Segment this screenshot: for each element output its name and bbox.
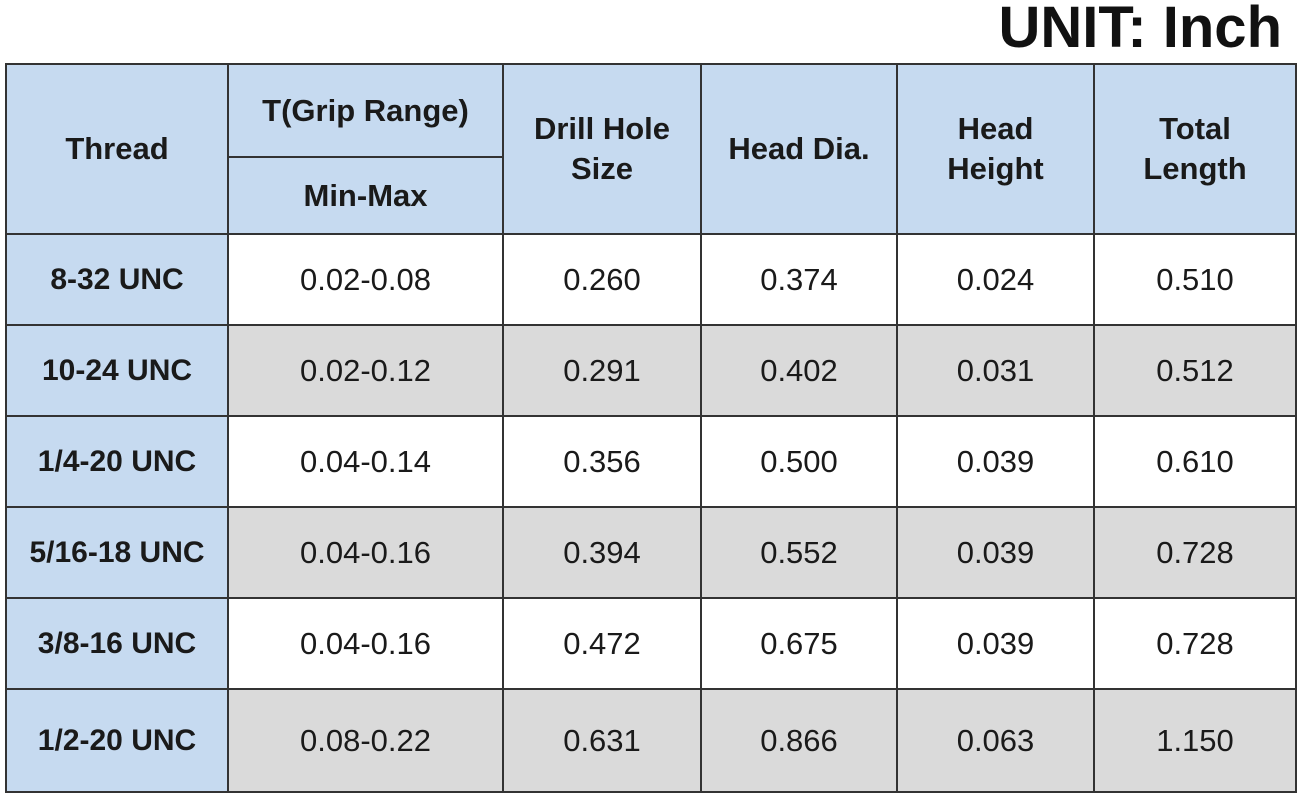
header-cell: Min-Max	[227, 156, 504, 235]
value-cell: 0.039	[896, 597, 1095, 690]
value-cell: 0.472	[502, 597, 702, 690]
table-row: 5/16-18 UNC 0.04-0.16 0.394 0.552 0.039 0.728	[5, 506, 1297, 599]
header-text: Drill Hole Size	[533, 111, 671, 186]
header-cell: Head Height	[896, 63, 1095, 235]
header-cell: T(Grip Range)	[227, 63, 504, 158]
table-row: 8-32 UNC 0.02-0.08 0.260 0.374 0.024 0.510	[5, 233, 1297, 326]
value-cell: 0.866	[700, 688, 898, 793]
value-cell: 0.356	[502, 415, 702, 508]
value-cell: 0.552	[700, 506, 898, 599]
value-cell: 0.610	[1093, 415, 1297, 508]
value-cell: 0.039	[896, 415, 1095, 508]
value-cell: 0.031	[896, 324, 1095, 417]
header-cell: Total Length	[1093, 63, 1297, 235]
value-cell: 0.675	[700, 597, 898, 690]
value-cell: 0.08-0.22	[227, 688, 504, 793]
value-cell: 0.374	[700, 233, 898, 326]
value-cell: 0.024	[896, 233, 1095, 326]
value-cell: 0.063	[896, 688, 1095, 793]
thread-cell: 8-32 UNC	[5, 233, 229, 326]
value-cell: 0.04-0.16	[227, 597, 504, 690]
spec-table: Thread T(Grip Range) Drill Hole Size Head…	[5, 63, 1297, 793]
value-cell: 0.728	[1093, 597, 1297, 690]
header-text: Head Height	[947, 111, 1044, 186]
value-cell: 0.02-0.12	[227, 324, 504, 417]
value-cell: 0.728	[1093, 506, 1297, 599]
thread-cell: 3/8-16 UNC	[5, 597, 229, 690]
value-cell: 0.04-0.14	[227, 415, 504, 508]
value-cell: 0.500	[700, 415, 898, 508]
table-row: 1/2-20 UNC 0.08-0.22 0.631 0.866 0.063 1.150	[5, 688, 1297, 793]
table-body: 8-32 UNC 0.02-0.08 0.260 0.374 0.024 0.510 10-…	[5, 233, 1297, 793]
header-row: Min-Max	[6, 156, 1296, 235]
value-cell: 0.402	[700, 324, 898, 417]
value-cell: 0.04-0.16	[227, 506, 504, 599]
value-cell: 0.260	[502, 233, 702, 326]
value-cell: 0.512	[1093, 324, 1297, 417]
unit-label: UNIT: Inch	[998, 0, 1282, 60]
value-cell: 0.631	[502, 688, 702, 793]
thread-cell: 5/16-18 UNC	[5, 506, 229, 599]
value-cell: 0.291	[502, 324, 702, 417]
value-cell: 0.02-0.08	[227, 233, 504, 326]
header-cell: Thread	[5, 63, 229, 235]
header-cell: Drill Hole Size	[502, 63, 702, 235]
table-row: 3/8-16 UNC 0.04-0.16 0.472 0.675 0.039 0.728	[5, 597, 1297, 690]
table-row: 1/4-20 UNC 0.04-0.14 0.356 0.500 0.039 0.610	[5, 415, 1297, 508]
thread-cell: 1/4-20 UNC	[5, 415, 229, 508]
header-text: Head Dia.	[728, 131, 870, 166]
value-cell: 0.039	[896, 506, 1095, 599]
value-cell: 0.510	[1093, 233, 1297, 326]
table-header: Thread T(Grip Range) Drill Hole Size Head…	[5, 63, 1297, 235]
value-cell: 1.150	[1093, 688, 1297, 793]
table-row: 10-24 UNC 0.02-0.12 0.291 0.402 0.031 0.512	[5, 324, 1297, 417]
header-row: Thread T(Grip Range) Drill Hole Size Head…	[5, 63, 1297, 235]
thread-cell: 10-24 UNC	[5, 324, 229, 417]
header-cell: Head Dia.	[700, 63, 898, 235]
value-cell: 0.394	[502, 506, 702, 599]
thread-cell: 1/2-20 UNC	[5, 688, 229, 793]
header-text: Total Length	[1143, 111, 1247, 186]
